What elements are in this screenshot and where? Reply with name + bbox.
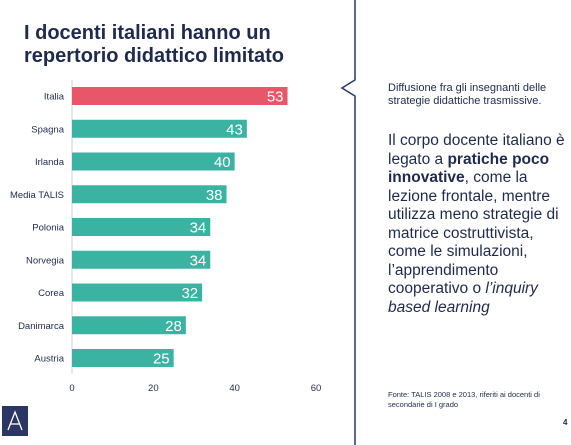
bar	[72, 218, 211, 236]
bar	[72, 152, 235, 171]
category-label: Norvegia	[26, 255, 65, 266]
category-label: Corea	[38, 288, 65, 299]
category-label: Spagna	[31, 124, 64, 135]
bar	[72, 185, 227, 204]
commentary-highlight: pratiche poco innovative	[388, 150, 550, 187]
bar-value-label: 34	[190, 252, 207, 269]
category-label: Irlanda	[35, 157, 65, 168]
bar-value-label: 25	[153, 351, 170, 368]
commentary-text: Il corpo docente italiano è legato a pra…	[388, 132, 566, 317]
bar-value-label: 32	[181, 285, 198, 302]
x-tick-label: 60	[311, 383, 322, 394]
bar-value-label: 38	[206, 187, 223, 204]
bar	[72, 283, 203, 302]
bar	[72, 119, 247, 138]
bar-value-label: 34	[190, 220, 207, 237]
commentary-panel: Diffusione fra gli insegnanti delle stra…	[388, 82, 566, 317]
category-label: Media TALIS	[10, 190, 64, 201]
commentary-text-part1: Il corpo docente italiano è legato a	[388, 132, 565, 168]
commentary-text-part2: , come la lezione frontale, mentre utili…	[388, 169, 559, 297]
source-note: Fonte: TALIS 2008 e 2013, riferiti ai do…	[388, 390, 540, 409]
bar	[72, 316, 186, 335]
bar-value-label: 53	[267, 89, 284, 106]
x-tick-label: 20	[148, 383, 159, 394]
logo	[2, 406, 28, 436]
category-label: Polonia	[32, 223, 64, 234]
x-tick-label: 0	[69, 383, 74, 394]
category-label: Italia	[44, 92, 65, 103]
bar	[72, 349, 174, 367]
page-title: I docenti italiani hanno un repertorio d…	[24, 22, 285, 67]
bar-value-label: 40	[214, 154, 231, 171]
x-tick-label: 40	[229, 383, 240, 394]
bar	[72, 250, 211, 269]
page-number: 4	[563, 418, 568, 427]
bar	[72, 87, 288, 105]
category-label: Danimarca	[18, 321, 65, 332]
category-label: Austria	[34, 354, 64, 365]
commentary-italic: l’inquiry based learning	[388, 280, 538, 316]
bar-value-label: 43	[226, 121, 243, 138]
chart-caption: Diffusione fra gli insegnanti delle stra…	[388, 82, 547, 107]
bar-value-label: 28	[165, 318, 182, 335]
